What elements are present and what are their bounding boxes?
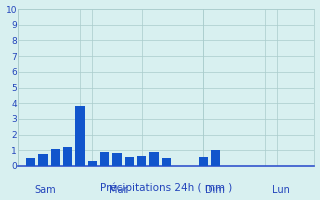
- Bar: [51, 149, 60, 166]
- Bar: [38, 154, 48, 166]
- Text: Dim: Dim: [205, 185, 225, 195]
- Bar: [76, 106, 85, 166]
- Bar: [26, 158, 36, 166]
- Bar: [113, 153, 122, 166]
- Text: Sam: Sam: [35, 185, 56, 195]
- Bar: [199, 157, 208, 166]
- Bar: [63, 147, 72, 166]
- Bar: [100, 152, 109, 166]
- Bar: [211, 150, 220, 166]
- Bar: [88, 161, 97, 166]
- Bar: [125, 157, 134, 166]
- Bar: [162, 158, 171, 166]
- Text: Lun: Lun: [272, 185, 289, 195]
- Text: Mar: Mar: [109, 185, 127, 195]
- X-axis label: Précipitations 24h ( mm ): Précipitations 24h ( mm ): [100, 183, 233, 193]
- Bar: [137, 156, 147, 166]
- Bar: [149, 152, 159, 166]
